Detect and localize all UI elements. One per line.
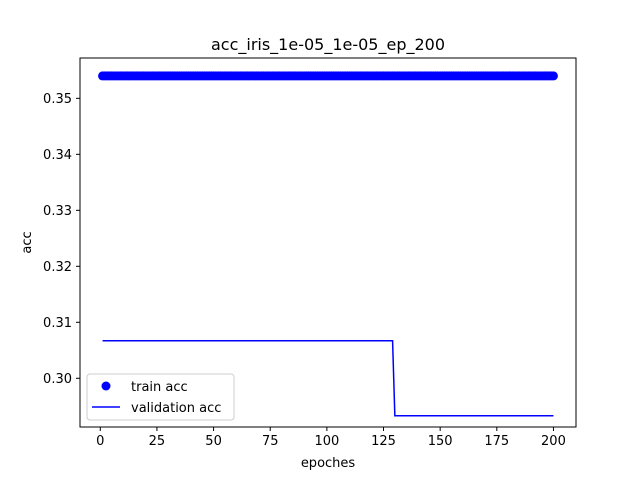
y-axis-label: acc [20, 231, 35, 253]
x-tick-label: 150 [428, 434, 453, 449]
y-tick-label: 0.34 [43, 148, 72, 163]
x-tick-label: 175 [484, 434, 509, 449]
y-tick-label: 0.32 [43, 260, 72, 275]
y-tick-label: 0.35 [43, 92, 72, 107]
validation-acc-line [102, 340, 554, 417]
x-tick-label: 50 [205, 434, 222, 449]
legend-box [86, 373, 235, 421]
data-layer [98, 71, 558, 417]
x-tick-label: 25 [149, 434, 166, 449]
y-tick-label: 0.33 [43, 204, 72, 219]
x-axis-label: epoches [301, 456, 356, 471]
plot-area: 0 25 50 75 100 125 150 175 200 0.300.310.320.330… [43, 57, 577, 449]
legend: train acc validation acc [86, 373, 235, 421]
axes-frame [79, 57, 577, 428]
train-acc-point [548, 71, 558, 81]
x-tick-label: 0 [96, 434, 104, 449]
x-tick-label: 100 [314, 434, 339, 449]
x-tick-label: 125 [371, 434, 396, 449]
x-tick-label: 75 [262, 434, 279, 449]
x-axis-ticks: 0 25 50 75 100 125 150 175 200 [96, 427, 566, 449]
legend-marker-train [101, 381, 111, 391]
y-tick-label: 0.30 [43, 372, 72, 387]
y-axis-ticks: 0.30 0.31 0.32 0.33 0.34 0.35 [43, 92, 80, 387]
y-tick-label: 0.31 [43, 316, 72, 331]
chart-title: acc_iris_1e-05_1e-05_ep_200 [211, 35, 445, 55]
legend-label-validation: validation acc [131, 401, 221, 416]
legend-label-train: train acc [131, 380, 188, 395]
x-tick-label: 200 [541, 434, 566, 449]
